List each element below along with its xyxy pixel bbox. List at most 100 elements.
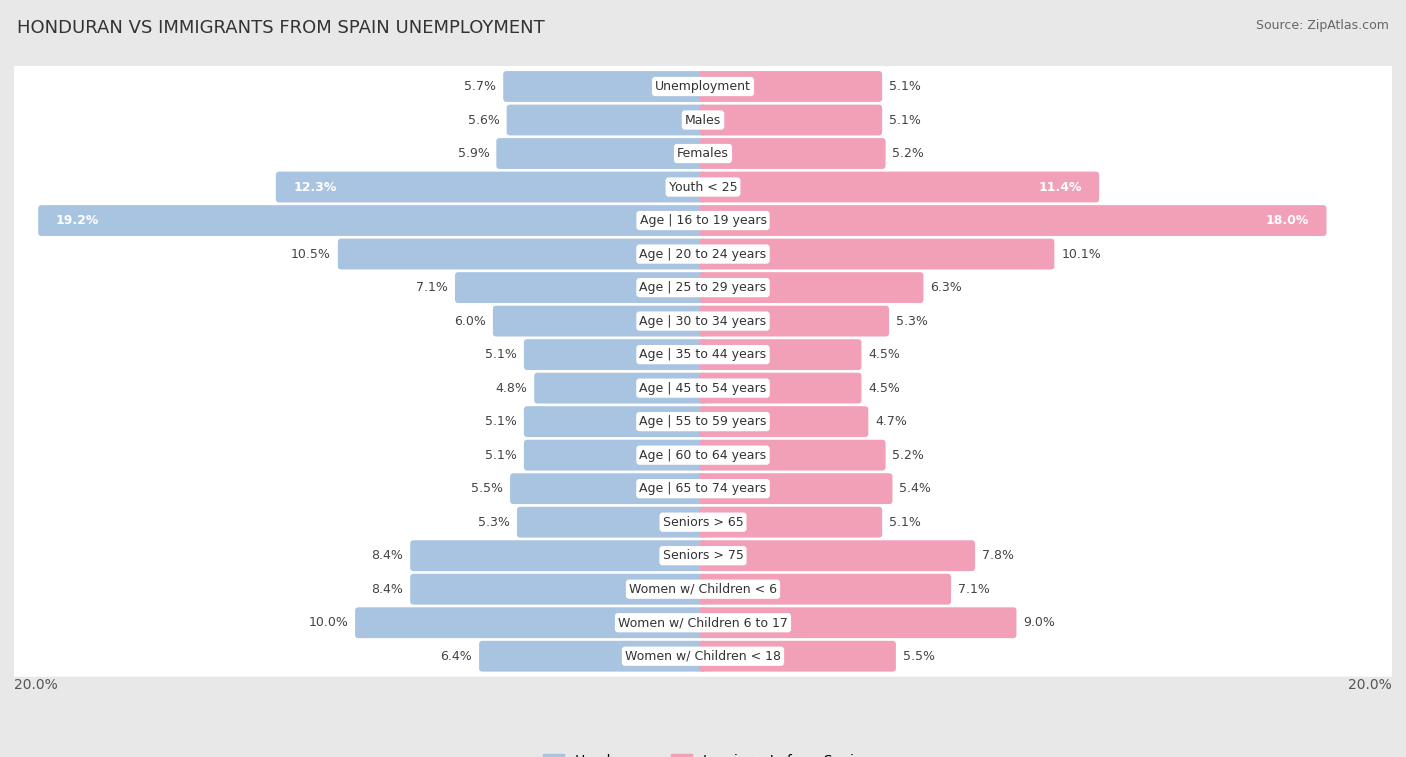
Text: 5.6%: 5.6% [468, 114, 499, 126]
Legend: Honduran, Immigrants from Spain: Honduran, Immigrants from Spain [537, 748, 869, 757]
FancyBboxPatch shape [8, 167, 1398, 207]
Text: 8.4%: 8.4% [371, 583, 404, 596]
FancyBboxPatch shape [524, 440, 706, 471]
FancyBboxPatch shape [700, 473, 893, 504]
FancyBboxPatch shape [8, 133, 1398, 174]
Text: 6.3%: 6.3% [931, 281, 962, 294]
FancyBboxPatch shape [8, 200, 1398, 241]
Text: 5.5%: 5.5% [903, 650, 935, 662]
Text: 5.4%: 5.4% [900, 482, 931, 495]
Text: Seniors > 75: Seniors > 75 [662, 549, 744, 562]
Text: 5.5%: 5.5% [471, 482, 503, 495]
Text: Age | 45 to 54 years: Age | 45 to 54 years [640, 382, 766, 394]
FancyBboxPatch shape [700, 440, 886, 471]
FancyBboxPatch shape [524, 339, 706, 370]
FancyBboxPatch shape [8, 100, 1398, 141]
FancyBboxPatch shape [8, 535, 1398, 576]
FancyBboxPatch shape [479, 641, 706, 671]
Text: 20.0%: 20.0% [14, 678, 58, 692]
Text: Age | 30 to 34 years: Age | 30 to 34 years [640, 315, 766, 328]
FancyBboxPatch shape [700, 138, 886, 169]
Text: 10.5%: 10.5% [291, 248, 330, 260]
Text: Source: ZipAtlas.com: Source: ZipAtlas.com [1256, 19, 1389, 32]
Text: Age | 60 to 64 years: Age | 60 to 64 years [640, 449, 766, 462]
Text: 5.1%: 5.1% [485, 348, 517, 361]
Text: 7.1%: 7.1% [957, 583, 990, 596]
Text: 8.4%: 8.4% [371, 549, 404, 562]
Text: 6.4%: 6.4% [440, 650, 472, 662]
Text: Women w/ Children < 18: Women w/ Children < 18 [626, 650, 780, 662]
Text: 10.0%: 10.0% [308, 616, 349, 629]
Text: Women w/ Children < 6: Women w/ Children < 6 [628, 583, 778, 596]
FancyBboxPatch shape [38, 205, 706, 236]
FancyBboxPatch shape [700, 205, 1326, 236]
Text: 4.5%: 4.5% [869, 382, 900, 394]
FancyBboxPatch shape [700, 540, 976, 571]
Text: 5.1%: 5.1% [889, 114, 921, 126]
FancyBboxPatch shape [356, 607, 706, 638]
Text: 6.0%: 6.0% [454, 315, 486, 328]
Text: 4.7%: 4.7% [875, 415, 907, 428]
FancyBboxPatch shape [700, 71, 882, 102]
FancyBboxPatch shape [456, 273, 706, 303]
FancyBboxPatch shape [8, 66, 1398, 107]
FancyBboxPatch shape [700, 306, 889, 337]
FancyBboxPatch shape [700, 407, 869, 437]
FancyBboxPatch shape [411, 540, 706, 571]
Text: 7.8%: 7.8% [981, 549, 1014, 562]
Text: Age | 16 to 19 years: Age | 16 to 19 years [640, 214, 766, 227]
Text: HONDURAN VS IMMIGRANTS FROM SPAIN UNEMPLOYMENT: HONDURAN VS IMMIGRANTS FROM SPAIN UNEMPL… [17, 19, 544, 37]
Text: 10.1%: 10.1% [1062, 248, 1101, 260]
FancyBboxPatch shape [700, 574, 950, 605]
Text: 11.4%: 11.4% [1039, 180, 1083, 194]
FancyBboxPatch shape [700, 104, 882, 136]
Text: 5.7%: 5.7% [464, 80, 496, 93]
FancyBboxPatch shape [503, 71, 706, 102]
FancyBboxPatch shape [8, 502, 1398, 543]
FancyBboxPatch shape [8, 267, 1398, 308]
Text: 4.5%: 4.5% [869, 348, 900, 361]
FancyBboxPatch shape [506, 104, 706, 136]
Text: 5.3%: 5.3% [896, 315, 928, 328]
FancyBboxPatch shape [8, 368, 1398, 409]
Text: 5.1%: 5.1% [485, 415, 517, 428]
FancyBboxPatch shape [700, 238, 1054, 269]
Text: Seniors > 65: Seniors > 65 [662, 516, 744, 528]
FancyBboxPatch shape [517, 506, 706, 537]
FancyBboxPatch shape [8, 469, 1398, 509]
FancyBboxPatch shape [8, 636, 1398, 677]
Text: 12.3%: 12.3% [292, 180, 336, 194]
FancyBboxPatch shape [700, 506, 882, 537]
FancyBboxPatch shape [534, 372, 706, 403]
FancyBboxPatch shape [700, 607, 1017, 638]
Text: Age | 35 to 44 years: Age | 35 to 44 years [640, 348, 766, 361]
Text: 4.8%: 4.8% [495, 382, 527, 394]
Text: Age | 55 to 59 years: Age | 55 to 59 years [640, 415, 766, 428]
Text: 18.0%: 18.0% [1265, 214, 1309, 227]
Text: 5.3%: 5.3% [478, 516, 510, 528]
Text: 5.1%: 5.1% [889, 516, 921, 528]
FancyBboxPatch shape [8, 234, 1398, 275]
FancyBboxPatch shape [496, 138, 706, 169]
FancyBboxPatch shape [337, 238, 706, 269]
Text: Women w/ Children 6 to 17: Women w/ Children 6 to 17 [619, 616, 787, 629]
Text: 7.1%: 7.1% [416, 281, 449, 294]
Text: 19.2%: 19.2% [55, 214, 98, 227]
FancyBboxPatch shape [494, 306, 706, 337]
FancyBboxPatch shape [700, 339, 862, 370]
Text: Females: Females [678, 147, 728, 160]
Text: Unemployment: Unemployment [655, 80, 751, 93]
FancyBboxPatch shape [700, 172, 1099, 202]
FancyBboxPatch shape [524, 407, 706, 437]
FancyBboxPatch shape [8, 435, 1398, 475]
Text: Age | 25 to 29 years: Age | 25 to 29 years [640, 281, 766, 294]
Text: Youth < 25: Youth < 25 [669, 180, 737, 194]
FancyBboxPatch shape [276, 172, 706, 202]
Text: Males: Males [685, 114, 721, 126]
Text: 9.0%: 9.0% [1024, 616, 1056, 629]
Text: 5.1%: 5.1% [889, 80, 921, 93]
FancyBboxPatch shape [700, 372, 862, 403]
Text: Age | 65 to 74 years: Age | 65 to 74 years [640, 482, 766, 495]
Text: 5.1%: 5.1% [485, 449, 517, 462]
FancyBboxPatch shape [411, 574, 706, 605]
